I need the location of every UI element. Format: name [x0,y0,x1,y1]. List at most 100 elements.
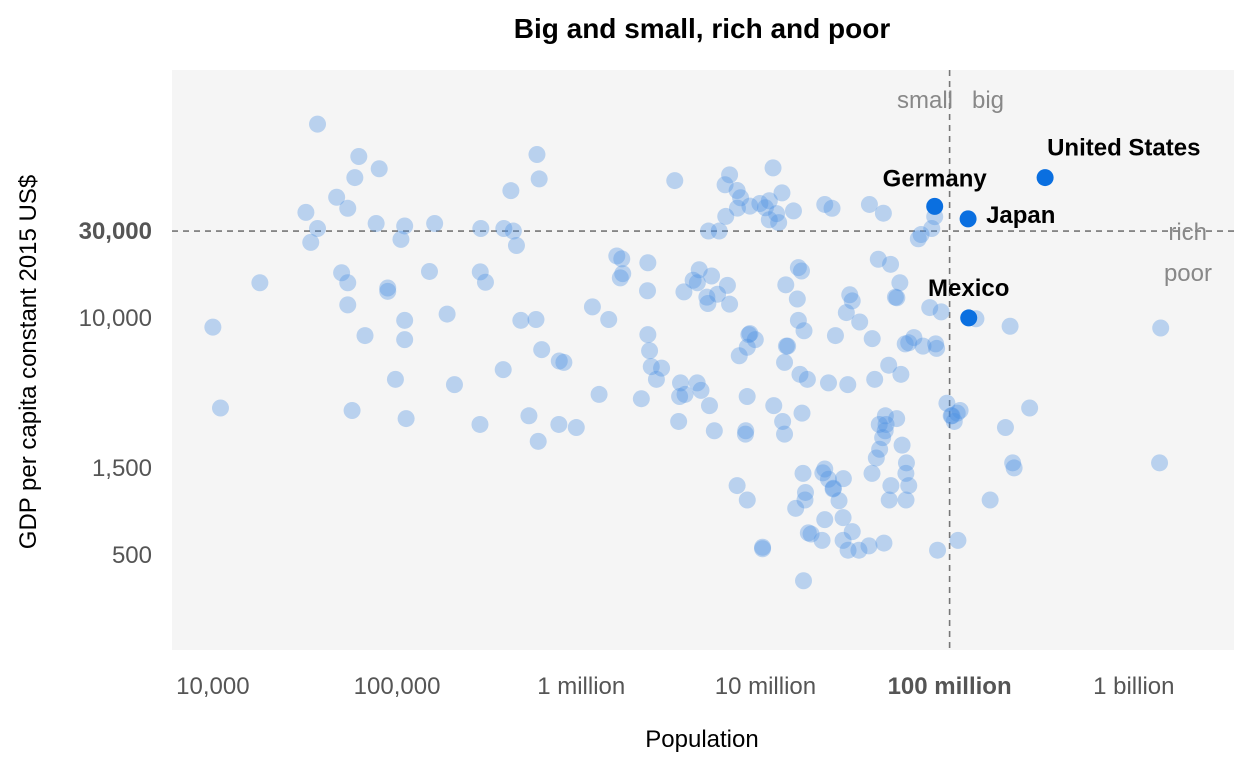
data-point [943,407,961,425]
data-point [816,460,834,478]
data-point [777,337,795,355]
data-point [819,374,837,392]
data-point [802,525,820,543]
data-point [942,407,960,425]
data-point [948,404,966,422]
data-point [471,263,489,281]
y-axis-ticks: 500 1,500 10,000 30,000 [79,218,152,569]
data-point [893,436,911,454]
x-tick-label: 1 million [537,673,625,700]
data-point [420,262,438,280]
y-tick-label: 30,000 [79,218,152,245]
data-point [912,226,930,244]
data-point [583,298,601,316]
data-point [736,425,754,443]
data-point [788,290,806,308]
data-point [760,211,778,229]
data-point [600,311,618,329]
data-point [550,352,568,370]
data-point [698,288,716,306]
data-point [728,477,746,495]
data-point [670,412,688,430]
data-point [639,326,657,344]
data-point [520,407,538,425]
data-point [880,356,898,374]
data-point [632,390,650,408]
data-point [528,145,546,163]
data-point [770,214,788,232]
data-point [860,537,878,555]
data-point [309,219,327,237]
data-point [789,259,807,277]
data-point [900,477,918,495]
data-point [367,215,385,233]
data-point [791,365,809,383]
data-point [897,454,915,472]
data-point [877,415,895,433]
data-point [914,337,932,355]
data-point [675,283,693,301]
data-point [909,230,927,248]
data-point [819,470,837,488]
data-point [1004,454,1022,472]
data-point [495,219,513,237]
quadrant-labels: small big rich poor [897,87,1212,287]
data-point [728,182,746,200]
data-point [795,322,813,340]
data-point [426,215,444,233]
data-point [721,166,739,184]
data-point [690,261,708,279]
data-point [732,189,750,207]
data-point [837,304,855,322]
data-point [795,572,813,590]
data-point [843,292,861,310]
data-point [728,199,746,217]
data-point [204,318,222,336]
data-point [688,274,706,292]
data-point [699,295,717,313]
highlighted-point [926,197,944,215]
data-point [834,531,852,549]
data-point [392,230,410,248]
data-point [639,254,657,272]
data-point [860,195,878,213]
highlighted-point [1036,169,1054,187]
data-point [737,422,755,440]
data-point [787,499,805,517]
data-point [328,188,346,206]
data-point [590,385,608,403]
x-tick-label: 100,000 [354,673,441,700]
data-point [834,509,852,527]
data-point [813,531,831,549]
data-point [798,370,816,388]
data-point [886,288,904,306]
data-point [774,412,792,430]
data-point [888,289,906,307]
data-point [927,335,945,353]
x-tick-label: 100 million [888,673,1012,700]
data-point [1151,454,1169,472]
data-point [356,327,374,345]
highlighted-points: United States Germany Japan Mexico [883,135,1200,327]
data-point [945,412,963,430]
quadrant-label-rich: rich [1168,219,1207,246]
plot-panel [172,70,1234,650]
highlighted-point [959,210,977,228]
x-axis-title: Population [645,726,758,753]
x-axis-ticks: 10,000 100,000 1 million 10 million 100 mill… [176,673,1174,700]
data-point [905,329,923,347]
data-point [830,492,848,510]
data-point [796,483,814,501]
data-point [396,311,414,329]
data-point [824,480,842,498]
y-axis-title: GDP per capita constant 2015 US$ [15,175,42,549]
data-point [796,491,814,509]
data-point [653,359,671,377]
data-point [608,247,626,265]
data-point [438,305,456,323]
data-point [981,491,999,509]
data-point [850,541,868,559]
data-point [339,274,357,292]
data-point [760,192,778,210]
data-point [339,199,357,217]
